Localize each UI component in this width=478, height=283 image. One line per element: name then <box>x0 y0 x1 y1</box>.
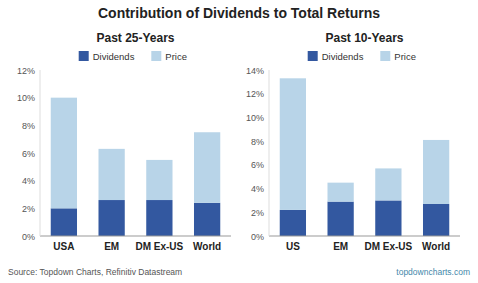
legend: Dividends Price <box>79 51 187 62</box>
bar <box>98 149 124 200</box>
bar <box>375 168 401 200</box>
x-tick-label: EM <box>104 241 119 252</box>
y-tick-label: 0% <box>22 232 35 242</box>
y-tick-label: 10% <box>246 113 264 123</box>
bar <box>146 160 172 200</box>
bar <box>423 140 449 204</box>
x-tick-label: US <box>286 241 300 252</box>
y-tick-label: 6% <box>22 149 35 159</box>
bar <box>423 204 449 236</box>
annotation: Source: Topdown Charts, Refinitiv Datast… <box>8 267 182 277</box>
annotation: topdowncharts.com <box>396 267 470 277</box>
x-tick-label: EM <box>333 241 348 252</box>
y-tick-label: 6% <box>251 160 264 170</box>
legend-swatch <box>79 51 89 61</box>
title: Contribution of Dividends to Total Retur… <box>98 5 380 21</box>
x-axis-line <box>269 236 460 237</box>
y-tick-label: 10% <box>17 93 35 103</box>
bar <box>280 78 306 210</box>
bar <box>98 200 124 236</box>
y-axis-line <box>269 70 270 236</box>
chart-root: Contribution of Dividends to Total Retur… <box>0 0 478 283</box>
subtitle: Past 10-Years <box>325 31 403 45</box>
x-tick-label: DM Ex-US <box>364 241 412 252</box>
y-tick-label: 2% <box>22 204 35 214</box>
legend-swatch <box>151 51 161 61</box>
x-axis-line <box>40 236 231 237</box>
legend-label: Price <box>394 51 416 62</box>
bar <box>51 98 77 209</box>
bar <box>375 200 401 236</box>
bar <box>194 132 220 203</box>
bar <box>327 202 353 236</box>
bars <box>280 78 450 236</box>
y-tick-label: 12% <box>246 89 264 99</box>
legend-label: Price <box>165 51 187 62</box>
y-axis-line <box>40 70 41 236</box>
y-tick-label: 12% <box>17 66 35 76</box>
bar <box>51 208 77 236</box>
y-tick-label: 0% <box>251 232 264 242</box>
y-tick-label: 8% <box>22 121 35 131</box>
bar <box>280 210 306 236</box>
legend-label: Dividends <box>322 51 364 62</box>
bars <box>51 98 221 236</box>
y-tick-label: 2% <box>251 208 264 218</box>
legend: Dividends Price <box>308 51 416 62</box>
bar <box>327 183 353 202</box>
bar <box>194 203 220 236</box>
x-tick-label: World <box>193 241 221 252</box>
subtitle: Past 25-Years <box>96 31 174 45</box>
legend-swatch <box>380 51 390 61</box>
x-tick-label: DM Ex-US <box>135 241 183 252</box>
legend-label: Dividends <box>93 51 135 62</box>
bar <box>146 200 172 236</box>
y-tick-label: 14% <box>246 66 264 76</box>
y-tick-label: 4% <box>251 184 264 194</box>
x-tick-label: World <box>422 241 450 252</box>
y-tick-label: 4% <box>22 176 35 186</box>
y-tick-label: 8% <box>251 137 264 147</box>
x-tick-label: USA <box>53 241 74 252</box>
legend-swatch <box>308 51 318 61</box>
